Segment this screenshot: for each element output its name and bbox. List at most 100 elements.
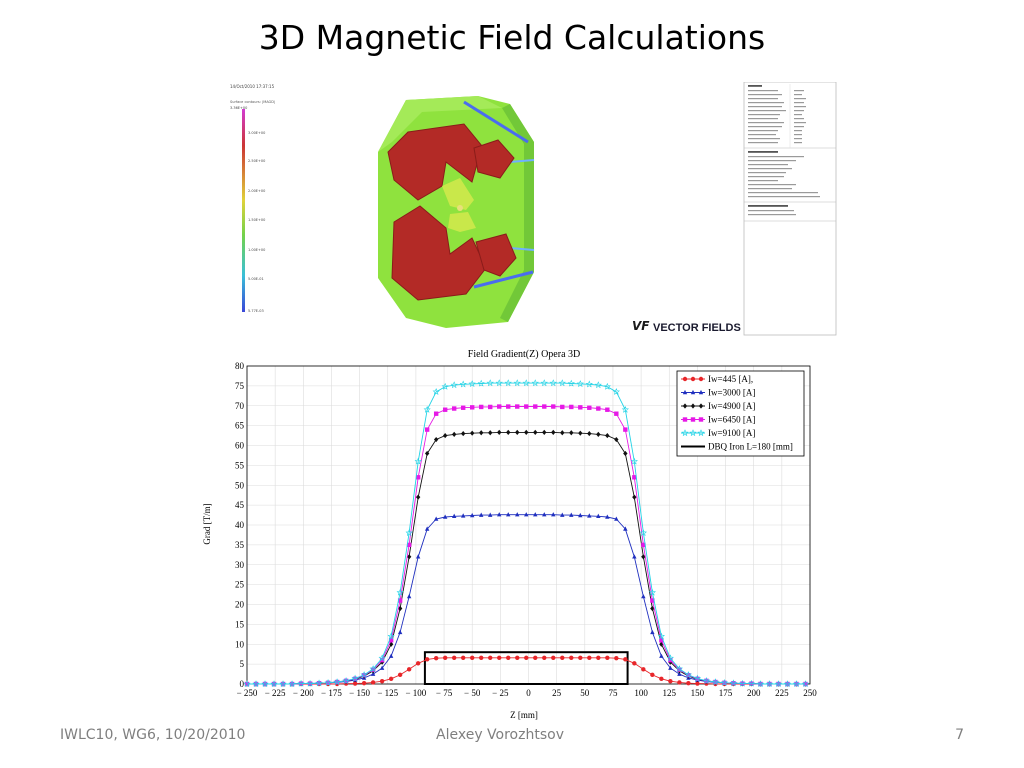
- legend-label: Iw=445 [A],: [708, 374, 753, 384]
- data-point: [567, 379, 575, 387]
- y-tick-label: 25: [235, 580, 245, 590]
- data-point: [682, 403, 688, 409]
- data-point: [524, 404, 529, 409]
- data-point: [451, 655, 457, 660]
- data-point: [585, 380, 593, 388]
- x-tick-label: 200: [747, 688, 761, 698]
- data-point: [569, 655, 574, 660]
- data-point: [632, 475, 637, 480]
- y-tick-label: 50: [235, 480, 245, 490]
- data-point: [666, 654, 674, 662]
- data-point: [252, 680, 260, 688]
- y-tick-label: 55: [235, 460, 245, 470]
- data-point: [569, 512, 574, 517]
- data-point: [614, 436, 619, 443]
- data-point: [477, 379, 485, 387]
- data-point: [370, 680, 376, 685]
- data-point: [479, 404, 484, 410]
- data-point: [587, 513, 592, 518]
- data-point: [315, 679, 323, 687]
- footer-event: IWLC10, WG6, 10/20/2010: [60, 727, 246, 743]
- data-point: [569, 430, 574, 436]
- data-point: [488, 655, 493, 660]
- data-point: [659, 653, 664, 658]
- y-tick-label: 80: [235, 361, 245, 371]
- magnet-render-panel: 14/Oct/2010 17:37:15 Surface contours: |…: [230, 82, 837, 336]
- x-tick-label: − 125: [377, 688, 398, 698]
- data-point: [684, 671, 692, 678]
- chart-legend: Iw=445 [A], Iw=3000 [A] Iw=4900 [A] Iw=6450…: [676, 370, 805, 457]
- data-point: [614, 411, 619, 416]
- footer-author: Alexey Vorozhtsov: [436, 727, 564, 743]
- data-point: [460, 430, 466, 437]
- data-point: [682, 417, 688, 422]
- data-point: [270, 680, 278, 688]
- data-point: [406, 542, 412, 548]
- data-point: [690, 403, 696, 409]
- data-point: [351, 674, 359, 682]
- x-tick-label: − 100: [405, 688, 426, 698]
- legend-box: [676, 370, 805, 457]
- x-tick-label: − 175: [321, 688, 342, 698]
- data-point: [560, 404, 565, 410]
- vector-fields-logo: VF VECTOR FIELDS: [632, 319, 741, 334]
- data-point: [442, 432, 448, 439]
- x-tick-label: − 200: [293, 688, 314, 698]
- data-point: [650, 629, 655, 635]
- data-point: [558, 379, 566, 387]
- y-tick-label: 30: [235, 560, 245, 570]
- data-point: [641, 542, 646, 548]
- data-point: [614, 655, 619, 661]
- data-point: [783, 680, 792, 688]
- data-point: [470, 655, 475, 660]
- data-point: [690, 417, 696, 422]
- data-point: [515, 404, 520, 409]
- data-point: [549, 379, 557, 387]
- data-point: [560, 655, 565, 660]
- data-point: [569, 404, 574, 410]
- data-point: [488, 404, 493, 410]
- data-point: [424, 427, 430, 432]
- y-tick-label: 60: [235, 441, 245, 451]
- data-point: [488, 430, 493, 436]
- svg-text:1.00E+00: 1.00E+00: [248, 248, 265, 252]
- data-point: [542, 404, 547, 409]
- data-point: [540, 379, 548, 387]
- data-point: [524, 429, 529, 435]
- data-point: [738, 679, 747, 687]
- data-point: [333, 678, 341, 686]
- x-tick-label: 50: [580, 688, 590, 698]
- data-point: [551, 512, 556, 517]
- data-point: [379, 679, 385, 684]
- y-tick-label: 10: [235, 639, 245, 649]
- data-point: [551, 404, 556, 409]
- data-point: [397, 672, 403, 678]
- x-tick-label: 25: [552, 688, 562, 698]
- data-point: [497, 429, 502, 435]
- data-point: [470, 405, 475, 410]
- data-point: [479, 512, 484, 517]
- data-point: [689, 429, 697, 437]
- data-point: [423, 405, 431, 413]
- y-tick-label: 20: [235, 600, 245, 610]
- color-scale-legend: 14/Oct/2010 17:37:15 Surface contours: |…: [230, 84, 275, 313]
- x-tick-label: 250: [803, 688, 817, 698]
- data-point: [698, 403, 704, 409]
- y-tick-label: 65: [235, 421, 245, 431]
- data-point: [486, 379, 494, 387]
- data-point: [682, 376, 688, 382]
- x-tick-label: 100: [634, 688, 648, 698]
- data-point: [379, 665, 385, 670]
- vector-fields-logo-mark: VF: [632, 319, 650, 333]
- data-point: [506, 429, 511, 435]
- data-point: [433, 411, 439, 416]
- data-point: [650, 598, 655, 603]
- data-point: [415, 494, 421, 500]
- data-point: [659, 638, 664, 643]
- data-point: [324, 679, 332, 686]
- data-point: [668, 679, 673, 684]
- x-tick-label: − 75: [436, 688, 453, 698]
- data-point: [352, 681, 358, 686]
- data-point: [261, 680, 269, 688]
- data-point: [698, 376, 704, 382]
